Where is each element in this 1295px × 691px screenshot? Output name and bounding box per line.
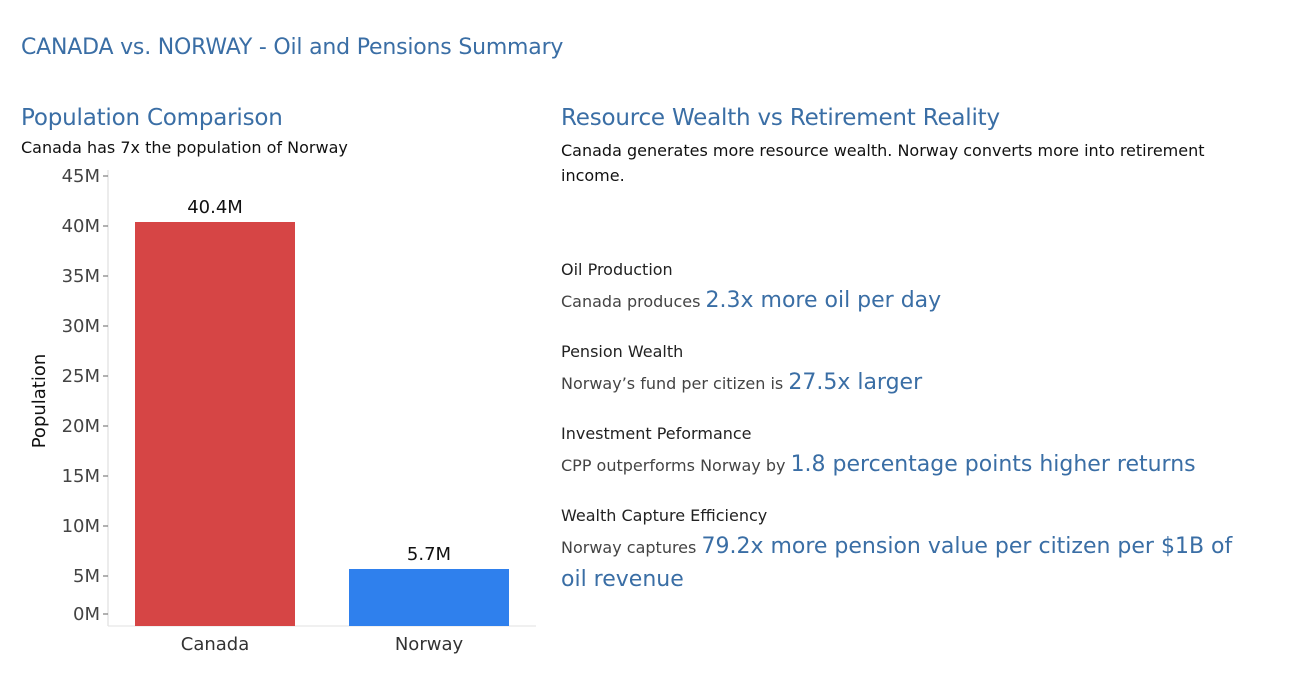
metric-label: Wealth Capture Efficiency (561, 506, 768, 525)
y-tick-label: 15M (62, 466, 100, 487)
y-tick-label: 45M (62, 166, 100, 187)
resource-title: Resource Wealth vs Retirement Reality (561, 105, 1000, 131)
metric-oil-production: Oil Production Canada produces 2.3x more… (561, 260, 1261, 318)
y-tick-label: 20M (62, 416, 100, 437)
y-tick-label: 10M (62, 516, 100, 537)
bar-canada (135, 222, 295, 626)
metric-label: Pension Wealth (561, 342, 684, 361)
y-axis-label: Population (29, 354, 50, 449)
metric-investment-performance: Investment Peformance CPP outperforms No… (561, 424, 1261, 482)
metric-highlight: 2.3x more oil per day (705, 288, 942, 313)
y-tick-label: 35M (62, 266, 100, 287)
metric-label: Investment Peformance (561, 424, 752, 443)
y-tick-label: 40M (62, 216, 100, 237)
bar-norway (349, 569, 509, 626)
bar-value-label: 5.7M (407, 544, 451, 565)
y-tick-label: 30M (62, 316, 100, 337)
metric-label: Oil Production (561, 260, 673, 279)
y-tick-label: 0M (73, 604, 100, 625)
metric-highlight: 79.2x more pension value per citizen per… (561, 534, 1233, 592)
x-category-label: Canada (181, 634, 250, 655)
metric-wealth-capture: Wealth Capture Efficiency Norway capture… (561, 506, 1261, 597)
resource-subtitle: Canada generates more resource wealth. N… (561, 141, 1205, 185)
y-tick-label: 5M (73, 566, 100, 587)
metric-prefix: CPP outperforms Norway by (561, 456, 786, 475)
x-category-label: Norway (395, 634, 464, 655)
population-bar-chart: 0M 5M 10M 15M 20M 25M 30M 35M 40M 45M Population 40… (29, 166, 536, 655)
metric-pension-wealth: Pension Wealth Norway’s fund per citizen… (561, 342, 1261, 400)
metric-highlight: 1.8 percentage points higher returns (790, 452, 1196, 477)
metric-prefix: Canada produces (561, 292, 701, 311)
page-title: CANADA vs. NORWAY - Oil and Pensions Sum… (21, 35, 564, 60)
population-title: Population Comparison (21, 105, 283, 131)
bar-value-label: 40.4M (187, 197, 243, 218)
metric-prefix: Norway captures (561, 538, 697, 557)
metric-prefix: Norway’s fund per citizen is (561, 374, 784, 393)
y-tick-label: 25M (62, 366, 100, 387)
population-subtitle: Canada has 7x the population of Norway (21, 138, 348, 157)
metric-highlight: 27.5x larger (788, 370, 923, 395)
